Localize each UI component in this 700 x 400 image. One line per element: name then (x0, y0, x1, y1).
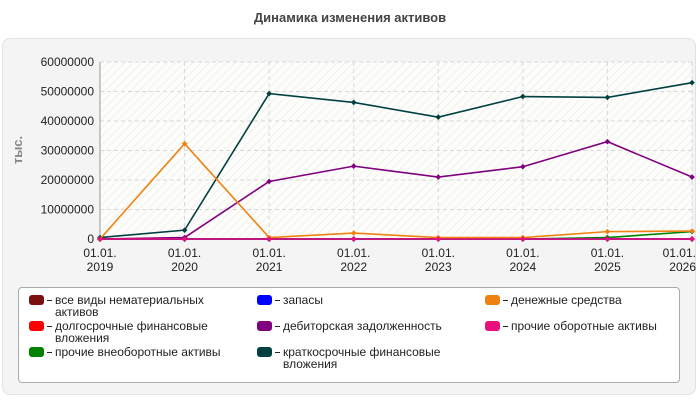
legend-swatch (485, 295, 500, 305)
point (689, 79, 695, 86)
y-tick-label: 10000000 (41, 203, 95, 217)
x-tick-label: 01.01. 2025 (591, 246, 624, 274)
legend-item: долгосрочные финансовые вложения (29, 320, 257, 344)
point (350, 163, 357, 169)
legend-label: краткосрочные финансовые вложения (283, 345, 441, 371)
legend-swatch (257, 347, 272, 357)
legend-item: дебиторская задолженность (257, 320, 485, 344)
point (604, 236, 611, 242)
legend-dash (275, 352, 280, 353)
point (604, 228, 611, 235)
point (604, 138, 611, 145)
legend-swatch (29, 321, 44, 331)
legend-label: запасы (283, 293, 323, 307)
legend-swatch (257, 295, 272, 305)
chart-title: Динамика изменения активов (253, 10, 447, 25)
point (350, 230, 357, 236)
x-tick-label: 01.01. 2024 (506, 246, 539, 274)
legend-swatch (257, 321, 272, 331)
y-tick-label: 40000000 (41, 114, 95, 128)
legend-item: запасы (257, 294, 485, 318)
x-tick-label: 01.01. 2026 (663, 246, 697, 274)
legend-item: краткосрочные финансовые вложения (257, 346, 485, 370)
y-tick-label: 0 (87, 232, 94, 246)
legend-dash (275, 300, 280, 301)
y-tick-label: 20000000 (41, 173, 95, 187)
legend-label: все виды нематериальных активов (55, 293, 204, 319)
legend-dash (503, 300, 508, 301)
y-tick-label: 50000000 (41, 85, 95, 99)
x-tick-label: 01.01. 2020 (168, 246, 201, 274)
point (181, 140, 188, 147)
x-tick-label: 01.01. 2022 (337, 246, 370, 274)
point (350, 236, 357, 242)
legend-swatch (29, 295, 44, 305)
legend-item: прочие оборотные активы (485, 320, 675, 344)
point (181, 236, 188, 242)
legend-swatch (29, 347, 44, 357)
point (520, 93, 526, 100)
point (520, 236, 526, 242)
legend-dash (47, 300, 52, 301)
legend-label: дебиторская задолженность (283, 319, 442, 333)
point (181, 227, 188, 233)
legend-item: прочие внеоборотные активы (29, 346, 257, 370)
point (689, 228, 695, 234)
point (435, 174, 442, 180)
point (435, 114, 442, 120)
x-tick-label: 01.01. 2019 (83, 246, 116, 274)
legend-swatch (485, 321, 500, 331)
legend-dash (47, 326, 52, 327)
legend-item: все виды нематериальных активов (29, 294, 257, 318)
legend-dash (503, 326, 508, 327)
point (266, 236, 272, 242)
series-line (99, 140, 693, 240)
point (266, 178, 272, 185)
point (266, 90, 272, 97)
legend-label: денежные средства (511, 293, 622, 307)
series-line (99, 142, 693, 240)
point (604, 94, 611, 101)
point (689, 174, 695, 180)
legend-label: прочие оборотные активы (511, 319, 657, 333)
y-tick-label: 30000000 (41, 144, 95, 158)
y-axis-label: тыс. (10, 136, 25, 164)
legend-label: долгосрочные финансовые вложения (55, 319, 208, 345)
legend-item: денежные средства (485, 294, 675, 318)
point (97, 236, 103, 242)
series-line (99, 81, 693, 239)
point (689, 236, 695, 242)
x-tick-label: 01.01. 2023 (422, 246, 455, 274)
point (350, 99, 357, 106)
y-tick-label: 60000000 (41, 55, 95, 69)
point (435, 236, 442, 242)
legend-dash (47, 352, 52, 353)
point (520, 163, 526, 170)
legend: все виды нематериальных активов долгосроч… (18, 287, 680, 383)
legend-label: прочие внеоборотные активы (55, 345, 221, 359)
legend-dash (275, 326, 280, 327)
x-tick-label: 01.01. 2021 (252, 246, 285, 274)
